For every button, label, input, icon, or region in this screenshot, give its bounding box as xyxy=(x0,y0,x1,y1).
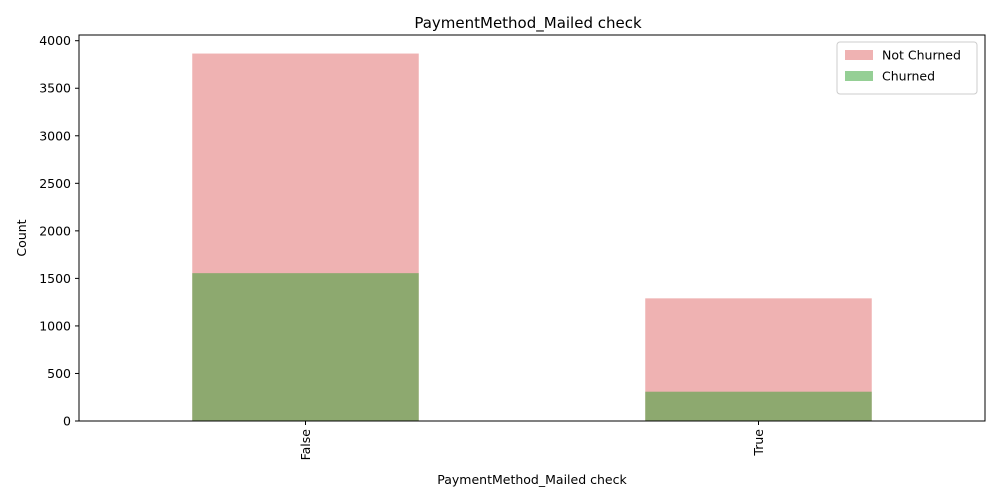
y-tick-label: 2500 xyxy=(39,176,71,191)
y-tick-label: 3500 xyxy=(39,81,71,96)
y-tick-label: 2000 xyxy=(39,223,71,238)
y-tick-label: 1000 xyxy=(39,318,71,333)
legend-label-churned: Churned xyxy=(882,69,935,84)
x-axis-label: PaymentMethod_Mailed check xyxy=(437,472,627,487)
y-tick-label: 1500 xyxy=(39,271,71,286)
y-tick-label: 4000 xyxy=(39,33,71,48)
y-tick-label: 3000 xyxy=(39,128,71,143)
legend-swatch-churned xyxy=(845,71,873,81)
bar-churned-false xyxy=(192,273,419,421)
x-tick-label-true: True xyxy=(751,429,766,457)
x-tick-label-false: False xyxy=(298,429,313,461)
chart-title: PaymentMethod_Mailed check xyxy=(414,14,642,33)
legend-label-not-churned: Not Churned xyxy=(882,48,961,63)
legend: Not Churned Churned xyxy=(837,42,977,94)
legend-swatch-not-churned xyxy=(845,50,873,60)
bar-churned-true xyxy=(645,392,872,421)
y-axis-label: Count xyxy=(14,219,29,256)
y-tick-label: 0 xyxy=(63,414,71,429)
y-tick-label: 500 xyxy=(47,366,71,381)
